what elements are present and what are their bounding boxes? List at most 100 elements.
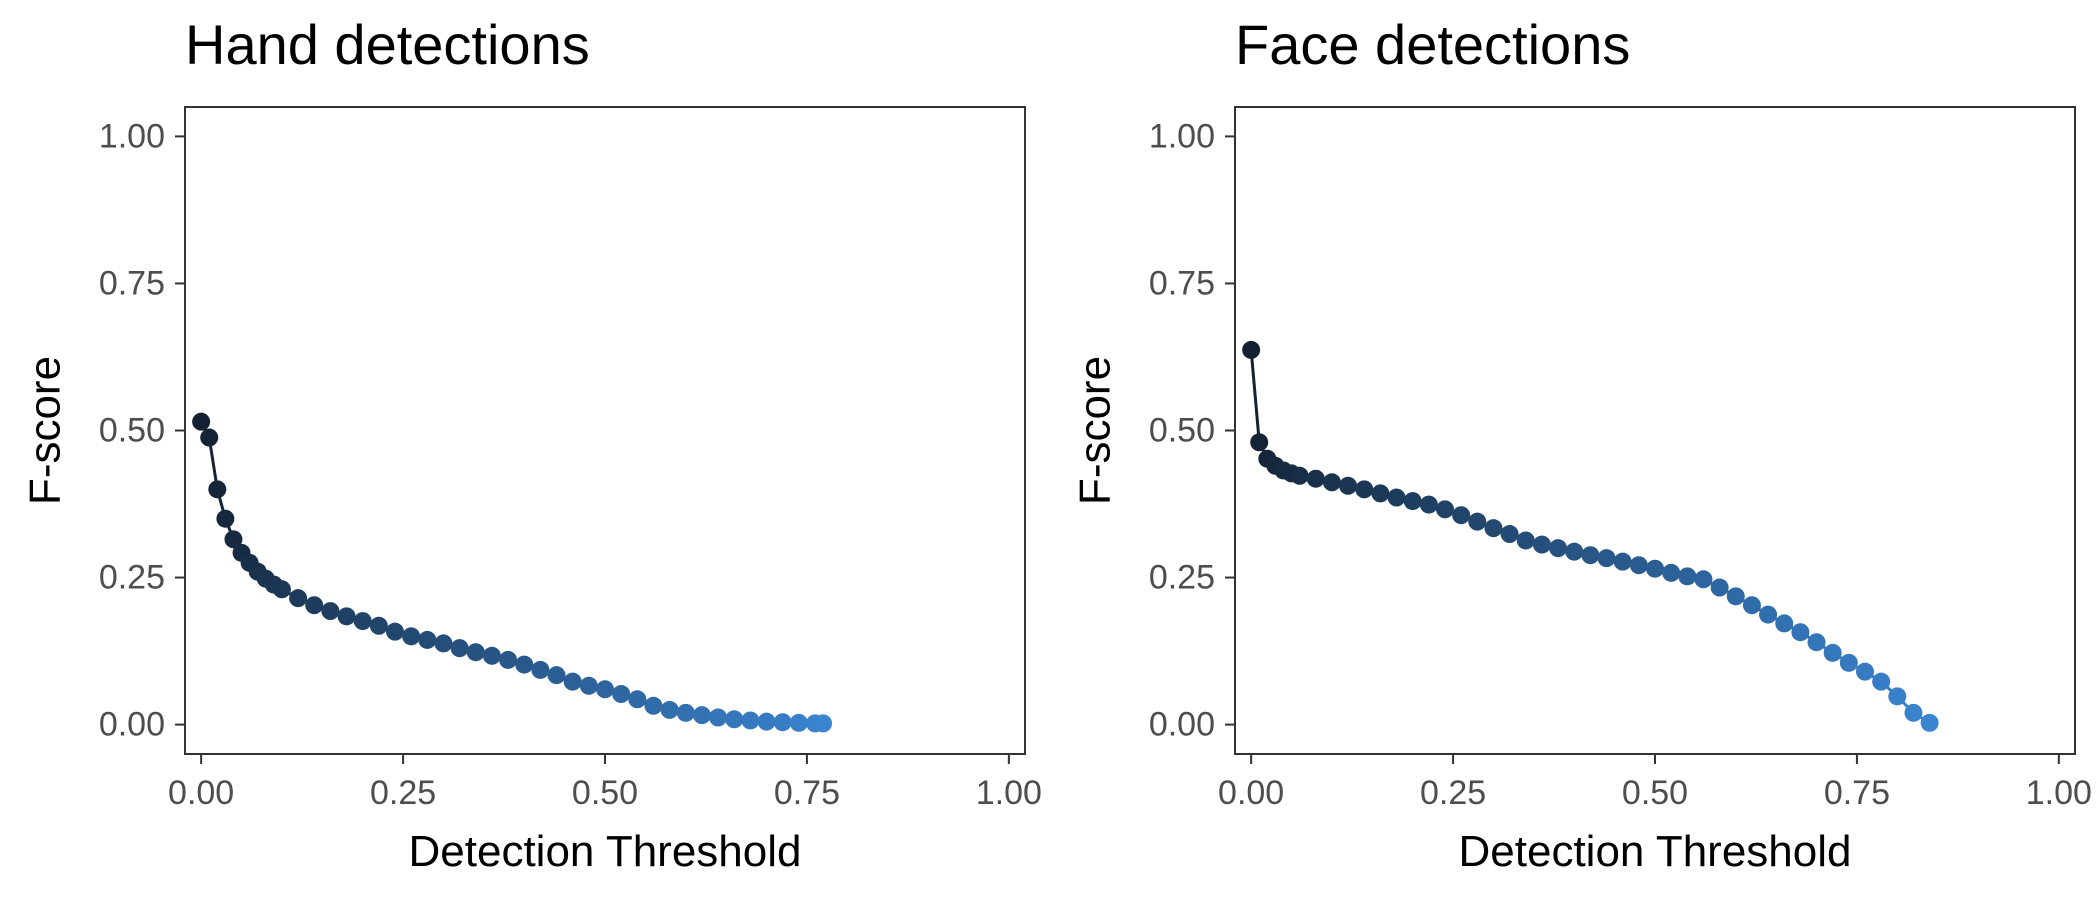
data-point — [1242, 340, 1261, 359]
hand-detections-panel: Hand detections 0.00 0.25 0.50 0.75 1.00 0.0… — [21, 13, 1042, 876]
data-point — [353, 612, 372, 631]
data-point — [563, 672, 582, 691]
data-point — [1646, 559, 1664, 578]
data-point — [386, 622, 404, 641]
data-point — [1436, 500, 1454, 519]
y-axis-title: F-score — [1071, 356, 1120, 505]
data-point — [450, 639, 469, 658]
data-point — [1468, 512, 1487, 531]
data-point — [1678, 567, 1697, 586]
data-point — [402, 627, 421, 646]
data-point — [369, 616, 388, 635]
data-point — [216, 509, 235, 528]
plot-area — [1234, 106, 2076, 755]
data-point — [1516, 531, 1535, 550]
data-point — [547, 666, 566, 685]
data-point — [1597, 549, 1616, 568]
x-tick-label: 1.00 — [2026, 774, 2092, 812]
data-point — [1306, 469, 1325, 488]
x-tick-label: 0.50 — [1622, 774, 1688, 812]
y-axis: 0.00 0.25 0.50 0.75 1.00 — [99, 117, 185, 744]
series-line-segment — [1249, 349, 1261, 443]
data-point — [1775, 614, 1794, 633]
plot-area — [184, 106, 1026, 755]
x-axis-title: Detection Threshold — [1459, 827, 1852, 876]
data-point — [741, 711, 760, 730]
data-marks — [192, 412, 833, 733]
data-point — [1452, 506, 1471, 525]
data-point — [692, 706, 711, 725]
panel-title: Face detections — [1235, 13, 1630, 76]
panel-title: Hand detections — [185, 13, 590, 76]
data-point — [1872, 672, 1891, 691]
data-point — [208, 480, 227, 499]
data-point — [757, 712, 776, 731]
data-point — [434, 634, 453, 653]
data-point — [1791, 623, 1810, 642]
data-point — [1823, 643, 1842, 662]
y-tick-label: 0.25 — [1149, 559, 1215, 597]
y-tick-label: 0.75 — [1149, 264, 1215, 302]
data-point — [660, 700, 679, 719]
x-tick-label: 0.75 — [1824, 774, 1890, 812]
data-point — [579, 676, 598, 695]
data-point — [272, 580, 291, 599]
data-point — [1565, 542, 1584, 561]
data-point — [1484, 519, 1503, 538]
data-point — [1856, 662, 1874, 681]
y-axis: 0.00 0.25 0.50 0.75 1.00 — [1149, 117, 1235, 744]
data-point — [1355, 480, 1374, 499]
data-point — [289, 589, 308, 608]
data-point — [1839, 653, 1858, 672]
data-point — [1807, 633, 1826, 652]
data-point — [1613, 552, 1632, 571]
data-point — [1742, 596, 1761, 615]
y-tick-label: 1.00 — [1149, 117, 1215, 155]
data-point — [709, 708, 728, 727]
data-point — [1419, 495, 1438, 514]
data-point — [1549, 539, 1568, 558]
data-point — [1694, 570, 1713, 589]
x-tick-label: 0.50 — [572, 774, 638, 812]
data-point — [515, 655, 534, 674]
data-point — [337, 607, 356, 626]
data-point — [773, 713, 792, 732]
data-point — [418, 630, 437, 649]
data-point — [1339, 476, 1358, 495]
data-point — [1322, 473, 1341, 492]
x-tick-label: 0.00 — [168, 774, 234, 812]
data-point — [1629, 556, 1648, 575]
data-point — [612, 685, 631, 704]
data-marks — [1242, 340, 1939, 732]
x-tick-label: 0.25 — [1420, 774, 1486, 812]
x-tick-label: 0.00 — [1218, 774, 1284, 812]
data-point — [305, 596, 324, 615]
data-point — [789, 713, 808, 732]
x-axis: 0.00 0.25 0.50 0.75 1.00 — [168, 754, 1042, 812]
x-axis: 0.00 0.25 0.50 0.75 1.00 — [1218, 754, 2092, 812]
y-tick-label: 0.00 — [1149, 706, 1215, 744]
data-point — [1920, 713, 1939, 732]
y-tick-label: 0.75 — [99, 264, 165, 302]
y-tick-label: 0.25 — [99, 559, 165, 597]
data-point — [1710, 578, 1729, 597]
data-point — [224, 530, 243, 549]
data-point — [1290, 466, 1309, 485]
y-tick-label: 1.00 — [99, 117, 165, 155]
data-point — [192, 412, 211, 431]
data-point — [1888, 687, 1907, 706]
data-point — [596, 680, 614, 699]
data-point — [1904, 703, 1923, 722]
data-point — [321, 602, 340, 621]
face-detections-panel: Face detections 0.00 0.25 0.50 0.75 1.00 0.0… — [1071, 13, 2092, 876]
data-point — [676, 703, 695, 722]
data-point — [531, 660, 550, 679]
data-point — [1759, 605, 1778, 624]
y-tick-label: 0.50 — [1149, 412, 1215, 450]
x-tick-label: 1.00 — [976, 774, 1042, 812]
x-tick-label: 0.25 — [370, 774, 436, 812]
y-tick-label: 0.50 — [99, 412, 165, 450]
data-point — [628, 690, 647, 709]
data-point — [725, 710, 744, 729]
